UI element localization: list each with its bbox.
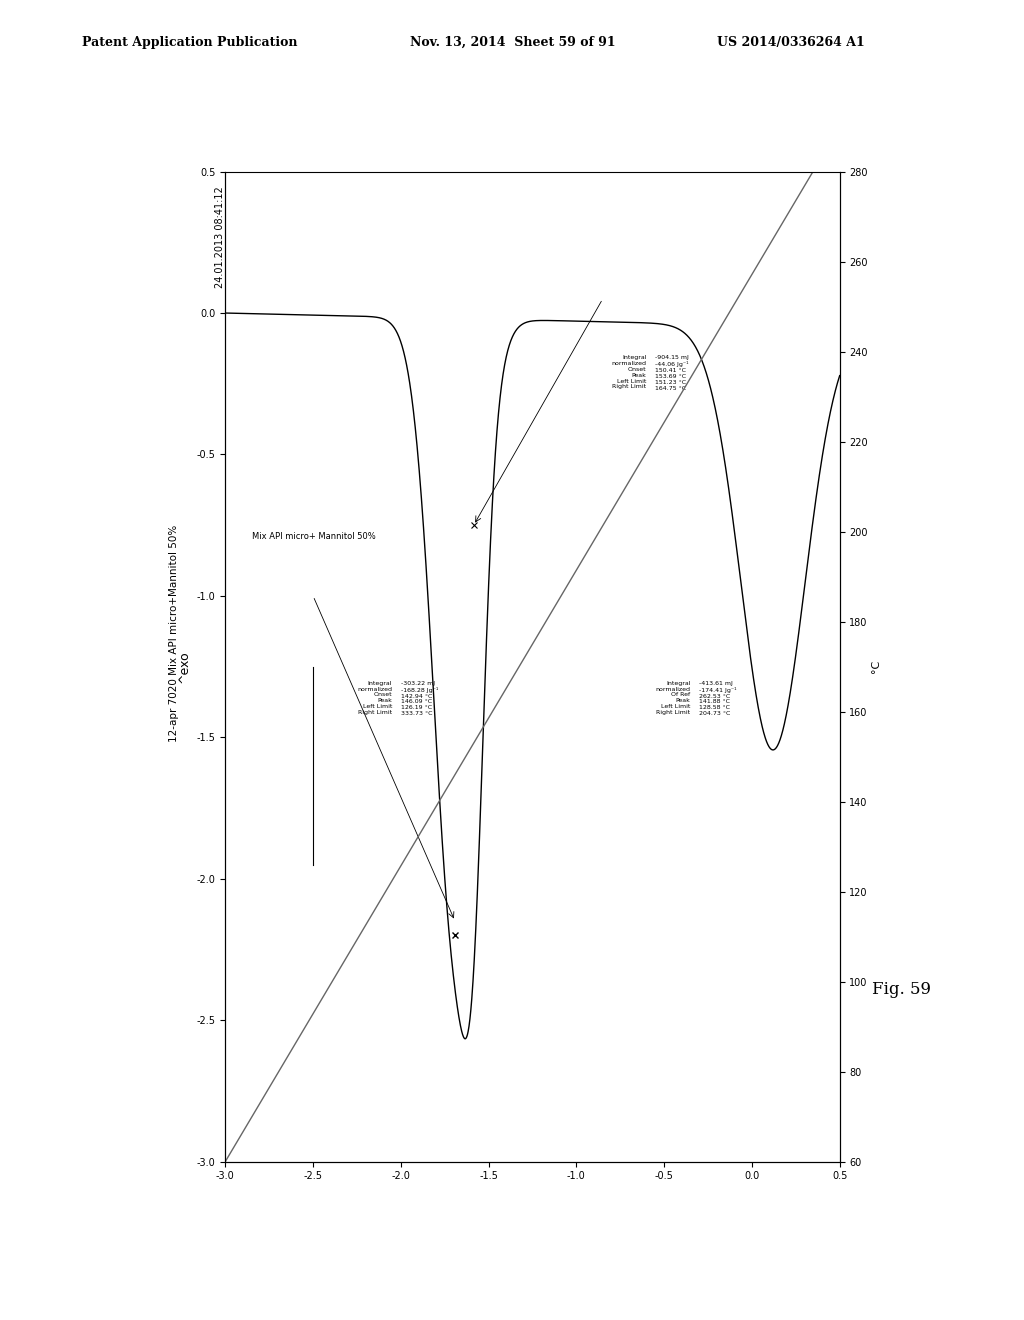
Text: -413.61 mJ
-174.41 Jg⁻¹
262.53 °C
141.88 °C
128.58 °C
204.73 °C: -413.61 mJ -174.41 Jg⁻¹ 262.53 °C 141.88… (699, 681, 737, 715)
Text: 12-apr 7020 Mix API micro+Mannitol 50%: 12-apr 7020 Mix API micro+Mannitol 50% (169, 525, 179, 742)
Text: Fig. 59: Fig. 59 (871, 982, 931, 998)
Text: Patent Application Publication: Patent Application Publication (82, 36, 297, 49)
Text: 24.01.2013 08:41:12: 24.01.2013 08:41:12 (215, 186, 225, 289)
Text: US 2014/0336264 A1: US 2014/0336264 A1 (717, 36, 864, 49)
Y-axis label: ^exo: ^exo (178, 651, 191, 682)
Text: Integral
normalized
Onset
Peak
Left Limit
Right Limit: Integral normalized Onset Peak Left Limi… (357, 681, 392, 714)
Y-axis label: °C: °C (870, 660, 881, 673)
Text: Integral
normalized
Onset
Peak
Left Limit
Right Limit: Integral normalized Onset Peak Left Limi… (611, 355, 646, 389)
Text: Mix API micro+ Mannitol 50%: Mix API micro+ Mannitol 50% (252, 532, 376, 541)
Text: Integral
normalized
Of Ref
Peak
Left Limit
Right Limit: Integral normalized Of Ref Peak Left Lim… (655, 681, 690, 714)
Text: Nov. 13, 2014  Sheet 59 of 91: Nov. 13, 2014 Sheet 59 of 91 (410, 36, 615, 49)
Text: -904.15 mJ
-44.06 Jg⁻¹
150.41 °C
153.69 °C
151.23 °C
164.75 °C: -904.15 mJ -44.06 Jg⁻¹ 150.41 °C 153.69 … (655, 355, 689, 391)
Text: -303.22 mJ
-168.28 Jg⁻¹
142.94 °C
146.09 °C
126.19 °C
333.73 °C: -303.22 mJ -168.28 Jg⁻¹ 142.94 °C 146.09… (400, 681, 438, 715)
